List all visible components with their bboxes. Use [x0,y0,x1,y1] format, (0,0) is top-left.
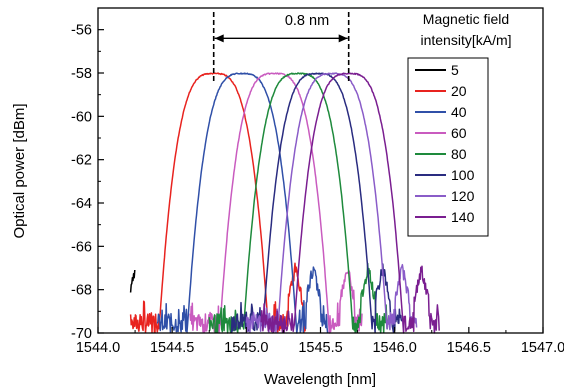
series-line-100 [230,72,403,334]
legend-label-140: 140 [451,209,475,225]
legend-label-20: 20 [451,83,467,99]
y-tick-label: -70 [71,326,92,342]
legend-box [407,57,489,237]
series-line-80 [208,72,388,334]
series-line-5 [129,269,136,293]
x-tick-label: 1547.0 [521,340,564,356]
y-tick-label: -66 [71,239,92,255]
x-axis-label: Wavelength [nm] [264,371,376,388]
wavelength-shift-label: 0.8 nm [285,13,329,29]
y-axis-label: Optical power [dBm] [11,103,28,238]
legend-label-60: 60 [451,125,467,141]
shift-arrow-head-right [338,34,348,43]
y-tick-label: -56 [71,23,92,39]
x-tick-label: 1546.5 [447,340,491,356]
legend-title-line-2: intensity[kA/m] [420,32,511,48]
y-tick-label: -62 [71,153,92,169]
legend-label-120: 120 [451,188,475,204]
series-line-20 [129,72,307,334]
legend-entries: 5 20 40 60 80 100 120 140 [415,62,475,225]
x-tick-label: 1544.5 [150,340,194,356]
spectrum-curves [129,72,440,334]
legend: Magnetic field intensity[kA/m] 5 20 40 60 80… [407,11,512,237]
wavelength-shift-annotation: 0.8 nm [212,12,350,82]
series-line-60 [189,72,363,334]
legend-title-line-1: Magnetic field [423,11,509,27]
x-tick-label: 1545.0 [224,340,268,356]
y-tick-label: -68 [71,283,92,299]
y-tick-label: -64 [71,196,92,212]
x-tick-label: 1544.0 [76,340,120,356]
legend-label-100: 100 [451,167,475,183]
y-tick-label: -60 [71,109,92,125]
legend-label-5: 5 [451,62,459,78]
series-line-40 [156,72,329,334]
x-tick-label: 1545.5 [298,340,342,356]
shift-arrow-head-left [214,34,224,43]
legend-label-40: 40 [451,104,467,120]
x-tick-label: 1546.0 [372,340,416,356]
legend-label-80: 80 [451,146,467,162]
axes: 1544.0 1544.5 1545.0 1545.5 1546.0 1546.5 1547… [71,23,564,356]
series-line-140 [260,72,440,334]
y-tick-label: -58 [71,66,92,82]
